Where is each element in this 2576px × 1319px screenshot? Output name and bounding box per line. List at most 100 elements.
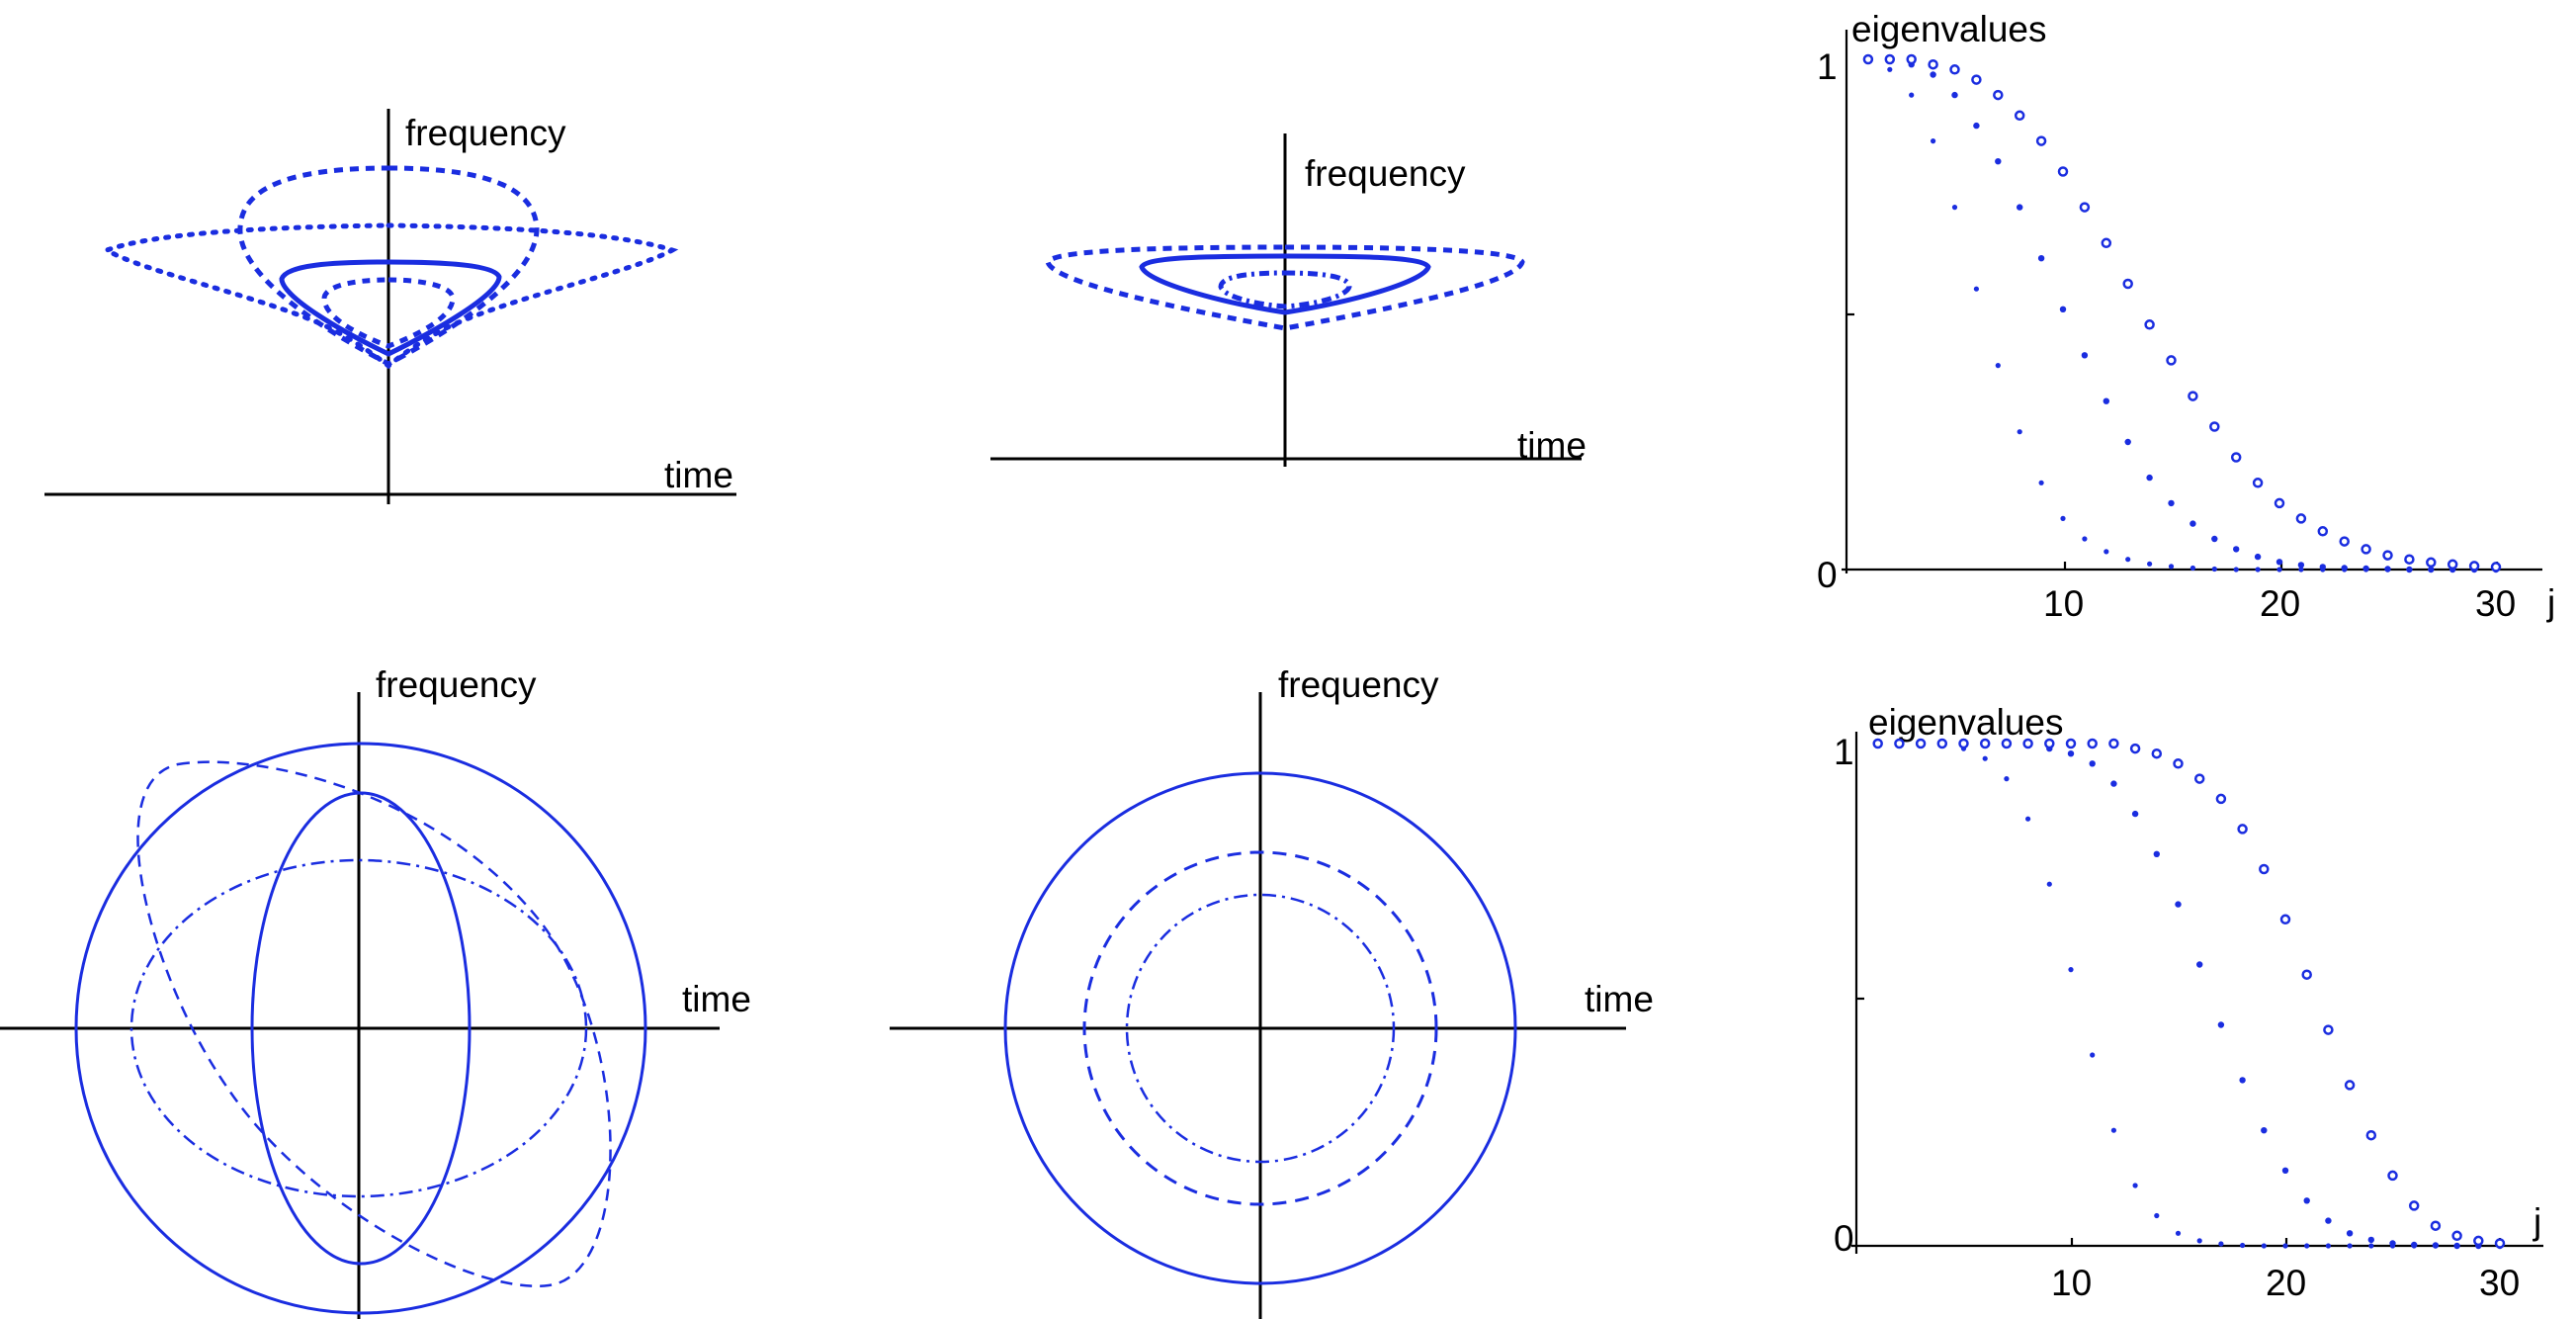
eigenvalue-point-s2-j4 <box>1930 71 1936 78</box>
x-tick-20: 20 <box>2266 1263 2306 1303</box>
eigenvalue-point-s2-j8 <box>2017 204 2023 211</box>
frequency-label: frequency <box>405 113 566 153</box>
eigenvalue-point-s3-j5 <box>1958 738 1969 749</box>
eigenvalue-point-s3-j14 <box>2144 319 2155 330</box>
eigenvalue-point-s3-j14 <box>2151 747 2163 759</box>
eigenvalue-point-s2-j9 <box>2037 255 2045 262</box>
eigenvalue-point-s1-j8 <box>2017 429 2022 435</box>
frequency-label: frequency <box>1278 664 1439 705</box>
eigenvalue-point-s3-j10 <box>2065 738 2077 749</box>
eigenvalue-point-s2-j20 <box>2281 1167 2289 1175</box>
eigenvalue-point-s3-j22 <box>2323 1024 2334 1035</box>
eigenvalue-point-s1-j10 <box>2060 515 2066 522</box>
eigenvalue-point-s3-j16 <box>2193 773 2205 784</box>
eigenvalue-point-s2-j14 <box>2153 850 2160 857</box>
panel-bottom-left: frequency time <box>0 664 751 1319</box>
eigenvalue-point-s2-j10 <box>2059 306 2067 312</box>
eigenvalue-point-s1-j17 <box>2211 566 2217 572</box>
dashdot-circle <box>1125 893 1396 1164</box>
eigenvalue-point-s2-j5 <box>1951 91 1958 99</box>
eigenvalue-points <box>1872 738 2506 1250</box>
solid-circle <box>74 742 647 1315</box>
eigenvalue-point-s1-j21 <box>2298 567 2304 572</box>
eigenvalue-point-s2-j21 <box>2303 1197 2310 1204</box>
eigenvalue-point-s3-j12 <box>2108 738 2119 749</box>
eigenvalue-point-s1-j11 <box>2090 1052 2096 1058</box>
eigenvalue-point-s3-j28 <box>2447 559 2458 571</box>
eigenvalue-point-s3-j13 <box>2122 278 2133 290</box>
eigenvalue-point-s3-j18 <box>2237 824 2248 835</box>
eigenvalue-point-s2-j27 <box>2432 1242 2440 1249</box>
eigenvalue-point-s2-j12 <box>2103 397 2109 404</box>
eigenvalue-point-s2-j16 <box>2196 961 2203 968</box>
eigenvalue-point-s1-j15 <box>2168 564 2175 570</box>
eigenvalue-point-s2-j11 <box>2081 352 2089 359</box>
eigenvalue-point-s1-j10 <box>2068 967 2074 973</box>
eigenvalue-point-s1-j7 <box>2004 776 2010 782</box>
eigenvalue-point-s2-j26 <box>2406 566 2413 573</box>
eigenvalue-point-s2-j15 <box>2175 901 2182 908</box>
eigenvalue-point-s1-j3 <box>1909 92 1915 98</box>
eigenvalue-point-s2-j17 <box>2211 535 2218 543</box>
eigenvalue-point-s3-j17 <box>2209 421 2220 432</box>
eigenvalue-point-s3-j3 <box>1906 53 1917 65</box>
eigenvalue-point-s3-j21 <box>2295 513 2307 524</box>
eigenvalue-point-s2-j23 <box>2341 565 2348 572</box>
dashed-inner-contour <box>321 277 456 349</box>
dashed-outer-contour <box>1045 244 1525 331</box>
eigenvalue-point-s3-j24 <box>2361 544 2371 555</box>
eigenvalue-point-s3-j15 <box>2173 758 2184 769</box>
eigenvalue-point-s3-j22 <box>2317 526 2329 537</box>
eigenvalue-point-s1-j9 <box>2038 480 2044 485</box>
eigenvalue-point-s3-j19 <box>2259 863 2270 875</box>
eigenvalue-point-s3-j8 <box>2014 110 2025 122</box>
eigenvalue-point-s3-j9 <box>2035 135 2047 146</box>
eigenvalue-point-s1-j12 <box>2110 1127 2116 1133</box>
eigenvalue-point-s1-j13 <box>2125 557 2131 563</box>
x-tick-20: 20 <box>2260 583 2300 624</box>
frequency-label: frequency <box>376 664 537 705</box>
eigenvalue-point-s3-j23 <box>2344 1080 2356 1091</box>
eigenvalue-point-s2-j23 <box>2346 1230 2354 1237</box>
eigenvalue-point-s2-j19 <box>2261 1127 2268 1134</box>
eigenvalue-point-s3-j25 <box>2387 1170 2398 1182</box>
eigenvalue-chart-bottom: eigenvalues 1 0 10 20 30 j <box>1834 702 2543 1303</box>
x-tick-10: 10 <box>2051 1263 2092 1303</box>
eigenvalue-point-s3-j7 <box>2001 738 2013 749</box>
eigenvalue-point-s2-j13 <box>2131 810 2139 818</box>
eigenvalue-point-s2-j12 <box>2110 780 2117 787</box>
eigenvalue-point-s3-j30 <box>2494 1238 2506 1249</box>
eigenvalue-point-s2-j7 <box>1995 158 2002 165</box>
solid-contour <box>279 259 502 357</box>
eigenvalue-point-s3-j21 <box>2301 969 2312 980</box>
eigenvalue-point-s3-j1 <box>1862 53 1874 65</box>
y-tick-0: 0 <box>1834 1218 1854 1259</box>
x-axis-label: j <box>2533 1201 2541 1242</box>
eigenvalue-point-s1-j18 <box>2240 1242 2246 1249</box>
time-label: time <box>1517 425 1587 466</box>
eigenvalue-point-s3-j7 <box>1993 89 2004 101</box>
eigenvalue-point-s1-j20 <box>2282 1243 2288 1249</box>
solid-circle <box>1003 771 1517 1285</box>
time-label: time <box>1585 979 1654 1019</box>
eigenvalue-chart-top: eigenvalues 1 0 10 20 30 j <box>1817 9 2555 624</box>
time-label: time <box>664 455 733 495</box>
eigenvalue-point-s1-j12 <box>2104 549 2109 555</box>
x-tick-30: 30 <box>2475 583 2516 624</box>
eigenvalue-point-s1-j21 <box>2304 1243 2310 1249</box>
y-tick-1: 1 <box>1834 732 1854 772</box>
eigenvalue-point-s2-j18 <box>2233 546 2240 553</box>
eigenvalue-point-s1-j18 <box>2233 567 2239 572</box>
eigenvalue-point-s2-j13 <box>2124 438 2131 446</box>
eigenvalue-point-s3-j4 <box>1936 738 1948 749</box>
eigenvalue-point-s3-j20 <box>2274 497 2285 509</box>
eigenvalue-point-s3-j10 <box>2057 166 2069 177</box>
eigenvalue-point-s3-j1 <box>1872 738 1883 749</box>
eigenvalue-point-s3-j6 <box>1979 738 1991 749</box>
eigenvalue-point-s1-j16 <box>2196 1238 2202 1244</box>
eigenvalue-point-s2-j18 <box>2239 1077 2246 1084</box>
eigenvalue-point-s3-j25 <box>2382 550 2393 561</box>
eigenvalue-point-s2-j15 <box>2168 499 2175 507</box>
solid-contour <box>1139 253 1431 315</box>
panel-top-left: frequency time <box>44 109 736 504</box>
